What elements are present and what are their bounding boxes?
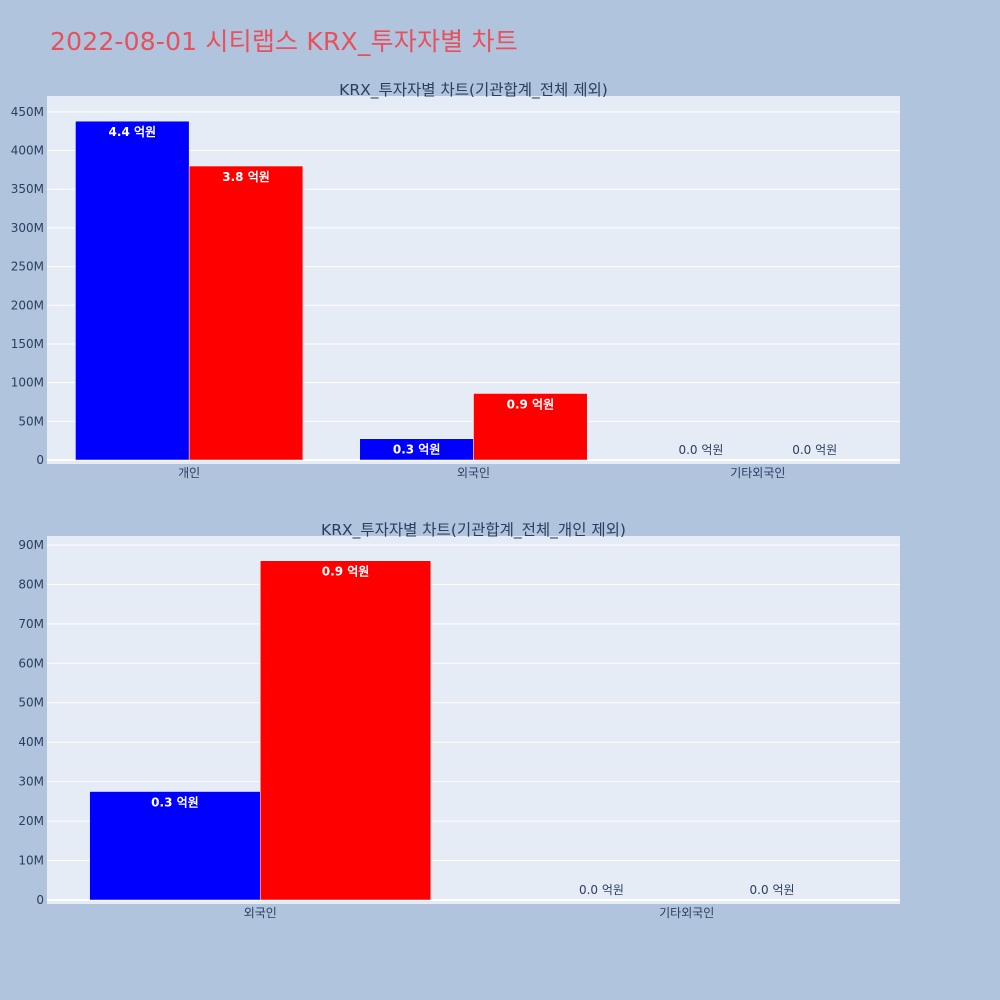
y-tick-label: 40M bbox=[18, 735, 44, 749]
x-tick-label: 기타외국인 bbox=[659, 906, 714, 920]
bar bbox=[260, 560, 432, 901]
bar bbox=[643, 459, 759, 461]
y-tick-label: 200M bbox=[11, 298, 44, 312]
bar bbox=[757, 459, 872, 461]
data-label: 0.3 억원 bbox=[151, 796, 199, 810]
y-tick-label: 150M bbox=[11, 337, 44, 351]
y-tick-label: 0 bbox=[36, 453, 44, 467]
y-tick-label: 350M bbox=[11, 182, 44, 196]
y-tick-label: 50M bbox=[18, 414, 44, 428]
x-tick-label: 개인 bbox=[178, 466, 200, 480]
data-label: 4.4 억원 bbox=[109, 125, 157, 139]
chart-bottom: 0 10M 20M 30M 40M 50M 60M 70M 80M 90M KRX_투자자별 차트(… bbox=[18, 521, 900, 920]
bar bbox=[75, 120, 190, 461]
data-label: 0.0 억원 bbox=[750, 883, 795, 897]
data-label: 0.9 억원 bbox=[322, 565, 370, 579]
x-tick-label: 외국인 bbox=[244, 906, 277, 920]
data-label: 0.0 억원 bbox=[579, 883, 624, 897]
data-label: 0.0 억원 bbox=[678, 443, 723, 457]
y-tick-label: 20M bbox=[18, 814, 44, 828]
bar bbox=[515, 899, 688, 901]
x-tick-label: 기타외국인 bbox=[730, 466, 785, 480]
y-tick-label: 10M bbox=[18, 854, 44, 868]
bar bbox=[89, 791, 261, 901]
y-tick-label: 50M bbox=[18, 696, 44, 710]
y-tick-label: 80M bbox=[18, 577, 44, 591]
data-label: 0.0 억원 bbox=[792, 443, 837, 457]
bar bbox=[473, 393, 588, 461]
y-tick-label: 250M bbox=[11, 260, 44, 274]
y-tick-label: 30M bbox=[18, 775, 44, 789]
data-label: 3.8 억원 bbox=[222, 170, 270, 184]
y-tick-label: 60M bbox=[18, 656, 44, 670]
y-tick-label: 450M bbox=[11, 105, 44, 119]
data-label: 0.3 억원 bbox=[393, 443, 441, 457]
y-tick-label: 90M bbox=[18, 538, 44, 552]
chart-title: KRX_투자자별 차트(기관합계_전체_개인 제외) bbox=[321, 521, 626, 540]
chart-top: 0 50M 100M 150M 200M 250M 300M 350M 400M 450M KRX_… bbox=[11, 81, 900, 480]
data-label: 0.9 억원 bbox=[507, 397, 555, 411]
y-tick-label: 0 bbox=[36, 893, 44, 907]
bar bbox=[188, 165, 304, 461]
bar bbox=[686, 899, 858, 901]
x-tick-label: 외국인 bbox=[457, 466, 490, 480]
page-title: 2022-08-01 시티랩스 KRX_투자자별 차트 bbox=[50, 27, 518, 56]
y-tick-label: 70M bbox=[18, 617, 44, 631]
y-tick-label: 300M bbox=[11, 221, 44, 235]
y-tick-label: 100M bbox=[11, 376, 44, 390]
y-tick-label: 400M bbox=[11, 144, 44, 158]
chart-title: KRX_투자자별 차트(기관합계_전체 제외) bbox=[339, 81, 608, 100]
